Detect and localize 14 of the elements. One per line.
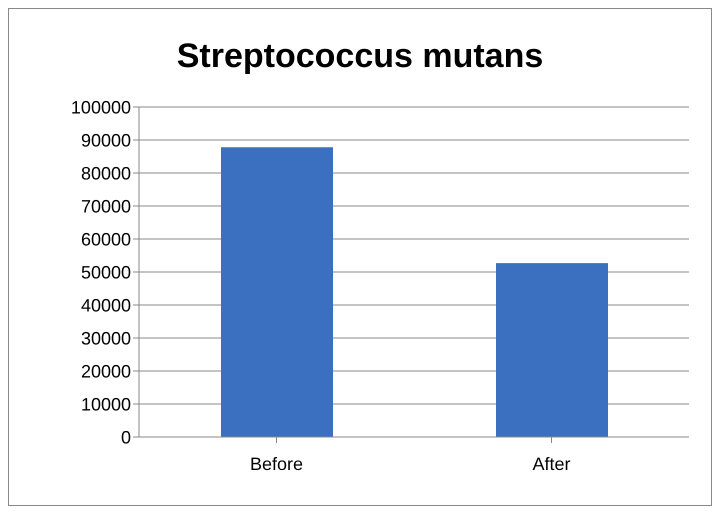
y-tick-label: 50000: [80, 262, 131, 282]
y-tick-label: 100000: [70, 97, 131, 118]
y-tick-label: 10000: [80, 394, 131, 414]
x-tick-label: Before: [250, 454, 304, 474]
x-tick-label: After: [532, 454, 571, 474]
y-tick-label: 0: [120, 427, 131, 448]
chart-title: Streptococcus mutans: [176, 37, 544, 77]
y-tick-label: 70000: [80, 196, 131, 216]
y-tick-label: 20000: [80, 361, 131, 382]
y-tick-label: 80000: [80, 163, 131, 184]
y-tick-label: 40000: [80, 295, 131, 316]
y-tick-label: 30000: [80, 328, 131, 348]
y-tick-label: 60000: [80, 229, 131, 250]
y-tick-label: 90000: [80, 130, 131, 150]
